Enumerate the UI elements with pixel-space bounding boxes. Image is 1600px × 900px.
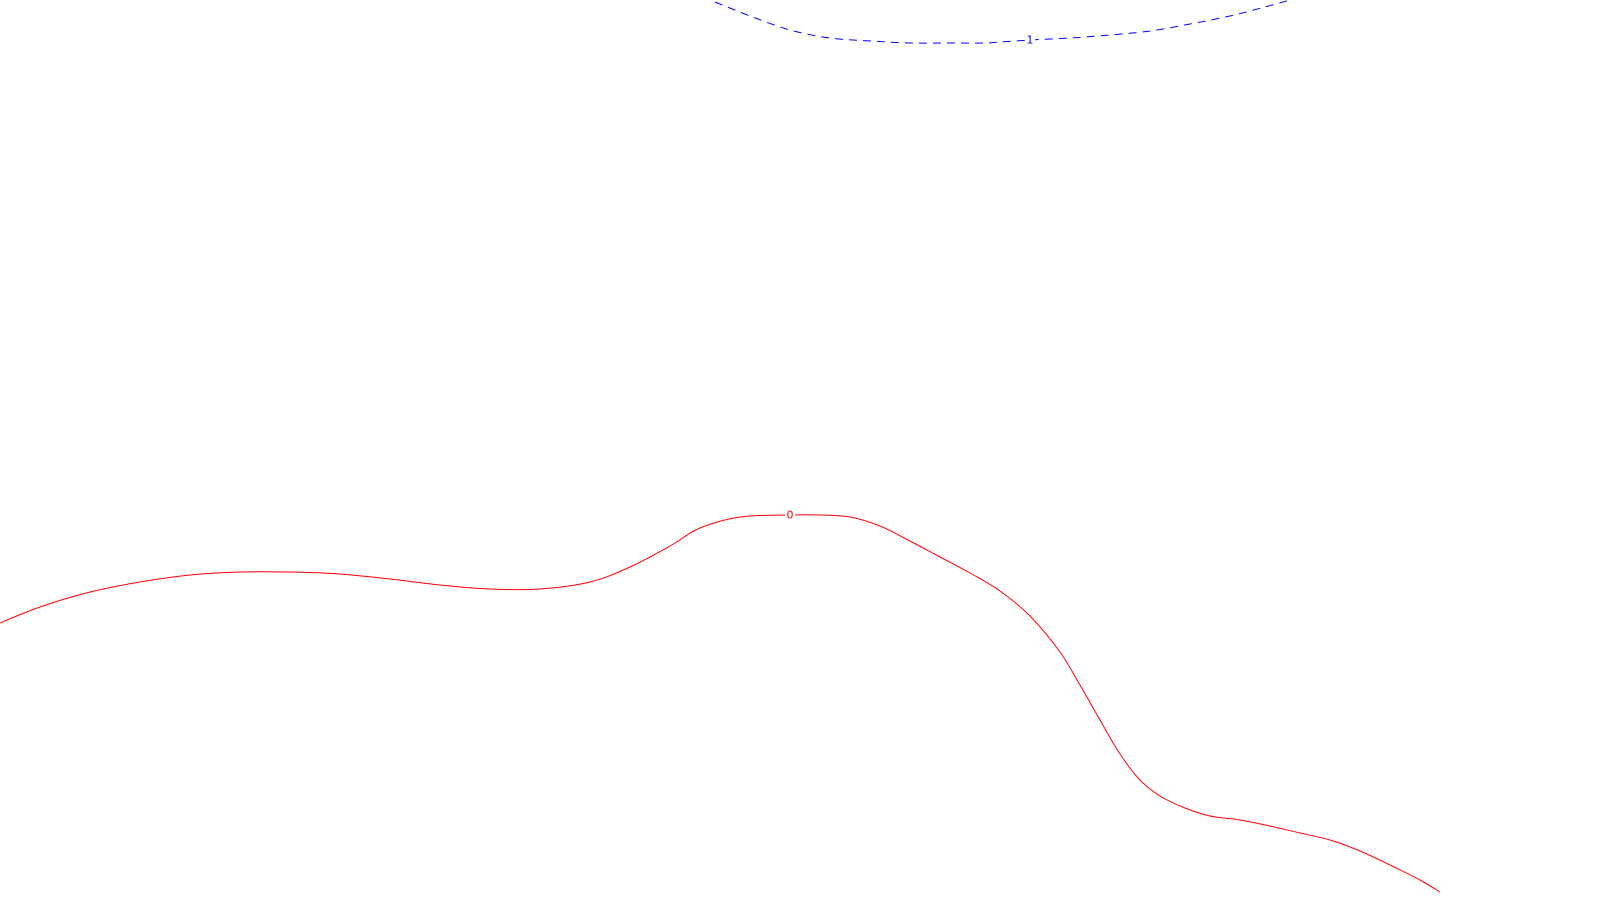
- contour-0-label: 0: [787, 509, 794, 522]
- contour-0-label-background: [785, 508, 795, 521]
- contour-1-label: 1: [1027, 34, 1034, 47]
- contour-0-line: [0, 514, 1441, 893]
- series-layer: 10: [0, 0, 1441, 893]
- contour-1-label-background: [1025, 33, 1035, 46]
- contour-1-line: [714, 0, 1291, 44]
